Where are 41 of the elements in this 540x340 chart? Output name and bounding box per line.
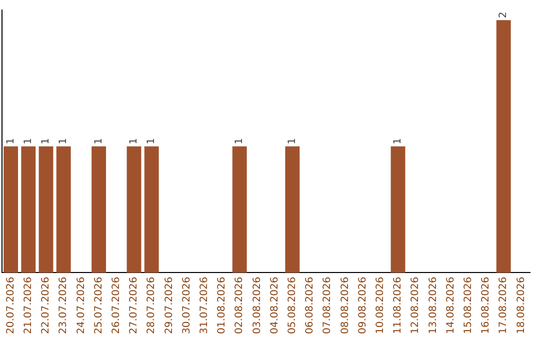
data-label: 1	[146, 138, 158, 144]
x-tick-label: 01.08.2026	[216, 276, 228, 334]
data-label: 1	[5, 138, 16, 144]
x-tick-label: 17.08.2026	[498, 276, 510, 334]
data-label: 1	[40, 138, 52, 144]
x-tick-label: 03.08.2026	[252, 276, 263, 334]
x-tick-label: 29.07.2026	[164, 276, 175, 334]
x-tick-label: 09.08.2026	[357, 276, 368, 334]
x-tick-label: 31.07.2026	[198, 276, 210, 334]
x-tick-label: 06.08.2026	[304, 276, 316, 334]
x-tick-label: 12.08.2026	[410, 276, 422, 334]
x-tick-label: 24.07.2026	[76, 276, 87, 334]
x-tick-label: 25.07.2026	[93, 276, 104, 334]
x-tick-label: 21.07.2026	[22, 276, 34, 334]
data-label: 1	[22, 138, 34, 144]
x-tick-label: 23.07.2026	[58, 276, 70, 334]
data-label: 1	[286, 138, 298, 144]
data-label: 2	[498, 12, 510, 18]
x-tick-label: 13.08.2026	[428, 276, 439, 334]
x-tick-label: 07.08.2026	[322, 276, 334, 334]
x-tick-label: 15.08.2026	[462, 276, 474, 334]
data-label: 1	[392, 138, 404, 144]
x-tick-label: 27.07.2026	[128, 276, 140, 334]
x-tick-label: 05.08.2026	[286, 276, 298, 334]
x-tick-label: 16.08.2026	[480, 276, 492, 334]
x-tick-label: 22.07.2026	[40, 276, 52, 334]
x-tick-label: 18.08.2026	[516, 276, 527, 334]
x-tick-label: 26.07.2026	[110, 276, 122, 334]
x-tick-label: 04.08.2026	[269, 276, 280, 334]
x-tick-label: 30.07.2026	[181, 276, 192, 334]
x-tick-label: 14.08.2026	[445, 276, 456, 334]
x-tick-label: 10.08.2026	[374, 276, 386, 334]
data-label: 1	[128, 138, 140, 144]
x-tick-label: 02.08.2026	[234, 276, 246, 334]
data-label: 1	[58, 138, 70, 144]
x-tick-label: 11.08.2026	[392, 276, 404, 334]
x-tick-label: 08.08.2026	[340, 276, 351, 334]
x-tick-label: 20.07.2026	[5, 276, 16, 334]
x-tick-label: 28.07.2026	[146, 276, 158, 334]
data-label: 1	[234, 138, 246, 144]
data-label: 1	[93, 138, 104, 144]
